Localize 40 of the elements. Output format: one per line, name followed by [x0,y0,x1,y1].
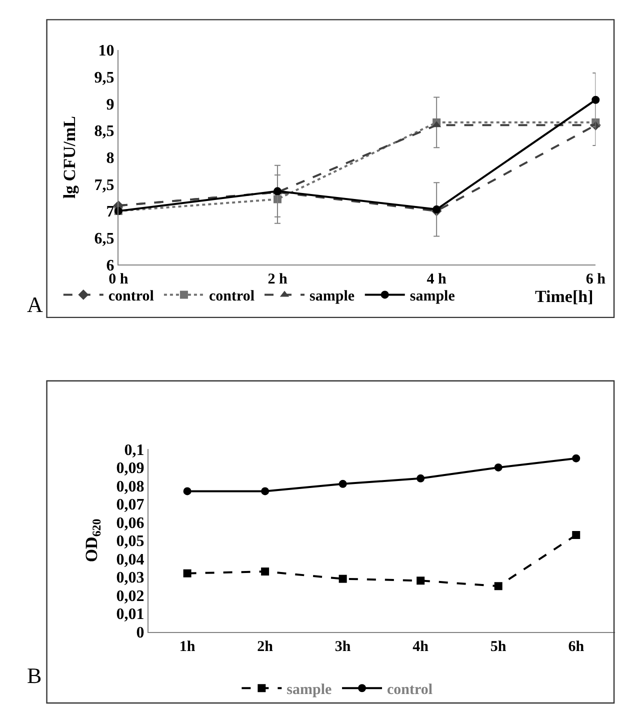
text: A [27,292,43,317]
y-tick-label: 7,5 [94,176,114,194]
legend-label: control [387,682,433,698]
text: B [27,663,42,688]
y-tick-label: 6 [106,257,114,274]
x-tick-label: 3h [334,638,352,655]
x-tick-label: 4h [412,638,430,655]
legend-label: sample [310,288,355,305]
y-tick-label: 0,02 [116,588,144,605]
legend-label: sample [410,288,456,305]
y-tick-label: 0,1 [124,442,144,459]
x-tick-label: 4 h [426,272,448,288]
y-tick-label: 9,5 [94,69,114,86]
x-tick-label: 0 h [108,272,129,288]
y-tick-label: 0,08 [116,478,144,496]
x-tick-label: 1h [179,638,196,655]
y-axis-title: lg CFU/mL [60,116,79,199]
y-tick-label: 10 [98,42,114,60]
y-tick-label: 0,06 [116,514,144,532]
y-tick-label: 0,03 [116,570,144,587]
y-tick-label: 0,09 [116,460,144,478]
legend-label: control [108,288,154,305]
x-tick-label: 6 h [586,272,606,288]
y-tick-label: 9 [106,96,114,114]
x-tick-label: 2 h [268,272,288,288]
x-tick-label: 5h [490,638,507,655]
x-tick-label: 2h [257,638,274,655]
y-tick-label: 0,04 [116,551,144,568]
y-tick-label: 0,07 [116,496,144,514]
legend-label: sample [286,682,332,698]
y-tick-label: 6,5 [94,230,114,248]
y-tick-label: 7 [106,204,114,221]
y-tick-label: 0,01 [116,606,144,624]
y-tick-label: 8,5 [94,123,114,140]
legend-label: control [208,288,255,305]
y-tick-label: 0,05 [116,533,144,550]
x-tick-label: 6h [568,638,585,655]
y-tick-label: 8 [106,150,114,167]
x-axis-title: Time[h] [535,287,594,306]
y-tick-label: 0 [136,624,144,642]
